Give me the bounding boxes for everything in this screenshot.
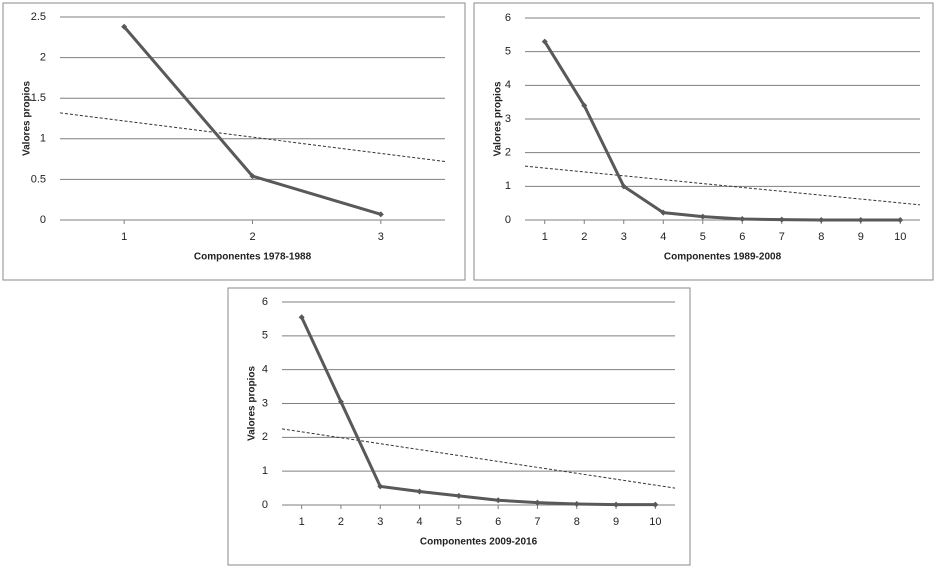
y-tick-label: 1 <box>262 465 268 477</box>
point-marker <box>818 217 825 223</box>
x-tick-label: 3 <box>377 516 383 528</box>
point-marker <box>541 38 548 45</box>
y-tick-label: 4 <box>505 79 511 91</box>
point-marker <box>778 216 785 223</box>
y-axis-label: Valores propios <box>493 81 504 156</box>
y-tick-label: 0 <box>262 499 268 511</box>
trend-line <box>524 165 921 206</box>
point-marker <box>249 173 256 180</box>
x-tick-label: 7 <box>534 516 540 528</box>
y-tick-label: 1 <box>505 180 511 192</box>
x-tick-label: 2 <box>338 516 344 528</box>
x-tick-label: 2 <box>581 231 587 243</box>
y-axis-label: Valores propios <box>22 81 33 156</box>
point-marker <box>495 497 502 504</box>
y-tick-label: 3 <box>505 113 511 125</box>
point-marker <box>377 211 384 218</box>
x-axis-label: Componentes 2009-2016 <box>420 537 538 548</box>
chart-frame <box>2 2 466 281</box>
x-axis-label: Componentes 1989-2008 <box>664 252 782 263</box>
point-marker <box>455 492 462 499</box>
point-marker <box>613 501 620 508</box>
point-marker <box>573 500 580 507</box>
point-marker <box>534 499 541 506</box>
y-tick-label: 1 <box>40 133 46 145</box>
x-tick-label: 6 <box>739 231 745 243</box>
x-tick-label: 4 <box>416 516 422 528</box>
x-tick-label: 9 <box>613 516 619 528</box>
point-marker <box>377 483 384 490</box>
point-marker <box>660 209 667 216</box>
y-tick-label: 2 <box>40 52 46 64</box>
point-marker <box>416 488 423 495</box>
x-tick-label: 6 <box>495 516 501 528</box>
point-marker <box>298 314 305 321</box>
series-line <box>543 40 901 222</box>
x-tick-label: 4 <box>660 231 666 243</box>
point-marker <box>337 398 344 405</box>
y-tick-label: 6 <box>505 12 511 24</box>
series-line <box>300 316 656 507</box>
y-tick-label: 3 <box>262 397 268 409</box>
point-marker <box>581 102 588 109</box>
x-tick-label: 10 <box>894 231 906 243</box>
x-tick-label: 2 <box>249 231 255 243</box>
x-tick-label: 5 <box>456 516 462 528</box>
point-marker <box>897 217 904 223</box>
y-tick-label: 2 <box>262 431 268 443</box>
x-tick-label: 8 <box>818 231 824 243</box>
y-tick-label: 2 <box>505 147 511 159</box>
y-axis-label: Valores propios <box>247 366 258 441</box>
point-marker <box>739 215 746 222</box>
point-marker <box>857 217 864 223</box>
x-tick-label: 5 <box>700 231 706 243</box>
y-tick-label: 0 <box>40 214 46 226</box>
x-tick-label: 8 <box>574 516 580 528</box>
point-marker <box>699 213 706 220</box>
point-marker <box>620 183 627 190</box>
y-tick-label: 0.5 <box>31 173 46 185</box>
x-axis-label: Componentes 1978-1988 <box>194 252 312 263</box>
x-tick-label: 1 <box>542 231 548 243</box>
x-tick-label: 9 <box>858 231 864 243</box>
x-tick-label: 10 <box>649 516 661 528</box>
x-tick-label: 7 <box>779 231 785 243</box>
chart-frame <box>227 287 691 566</box>
trend-line <box>281 428 676 489</box>
point-marker <box>121 23 128 30</box>
y-tick-label: 5 <box>262 330 268 342</box>
x-tick-label: 1 <box>121 231 127 243</box>
x-tick-label: 3 <box>378 231 384 243</box>
y-tick-label: 4 <box>262 364 268 376</box>
point-marker <box>652 501 659 508</box>
y-tick-label: 0 <box>505 214 511 226</box>
y-tick-label: 6 <box>262 296 268 308</box>
y-tick-label: 5 <box>505 46 511 58</box>
x-tick-label: 3 <box>621 231 627 243</box>
x-tick-label: 1 <box>299 516 305 528</box>
y-tick-label: 2.5 <box>31 11 46 23</box>
y-tick-label: 1.5 <box>31 92 46 104</box>
